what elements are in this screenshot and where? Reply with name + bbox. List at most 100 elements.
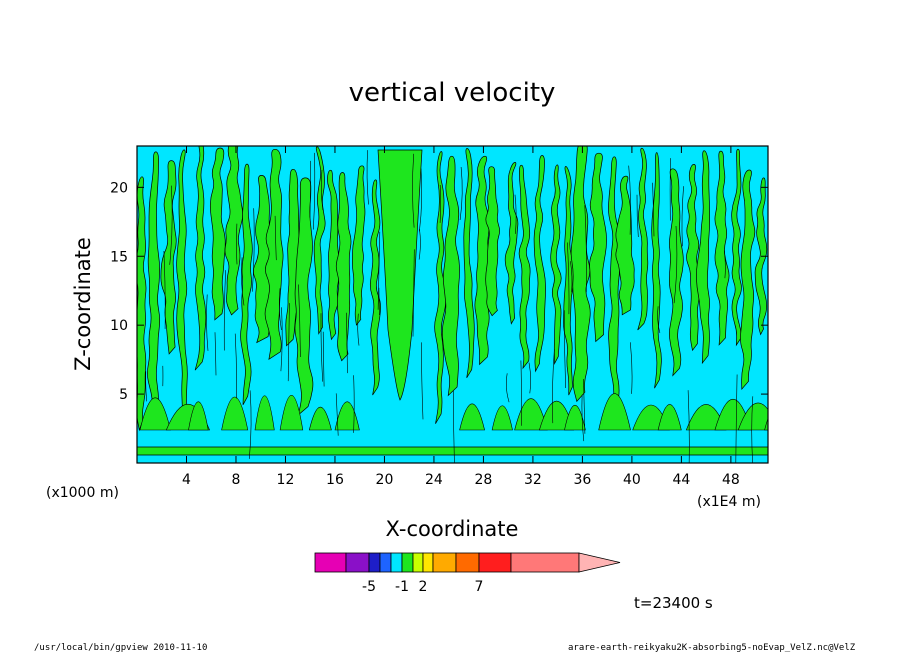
updraft-region [221,396,249,431]
contour-line [419,168,423,232]
y-tick-label: 5 [119,387,128,403]
colorbar-segment [422,552,434,573]
contour-line [681,186,684,247]
updraft-region [434,151,447,424]
contour-line [636,194,639,238]
contour-line [687,390,690,463]
contour-line [353,375,355,433]
colorbar-labels: -5 -1 2 7 [362,579,483,595]
updraft-region [137,446,768,456]
contour-line [657,306,661,334]
contour-line [505,373,510,403]
updraft-region [737,402,768,431]
contour-line [520,360,522,426]
updraft-region [504,162,519,325]
updraft-region [264,148,284,361]
contour-line [567,242,570,315]
contour-line [377,231,381,310]
contour-line [252,208,255,292]
contour-line [453,390,455,463]
y-axis-label: Z-coordinate [71,237,95,371]
y-tick-label: 20 [110,180,128,196]
contour-line [366,150,369,205]
y-unit-label: (x1000 m) [46,485,119,501]
contour-line [583,378,586,434]
x-tick-label: 8 [232,472,241,488]
contour-line [278,288,282,331]
contour-line [528,362,531,394]
contour-line [320,169,324,211]
contour-line [673,225,678,304]
contour-line [570,261,573,293]
updraft-region [147,151,161,413]
x-tick-label: 44 [672,472,690,488]
contour-line [287,303,290,382]
contour-line [236,223,238,265]
updraft-region [564,405,586,431]
contour-line [309,160,312,218]
colorbar-label: 2 [419,579,428,595]
contour-line [459,166,463,221]
updraft-region [598,393,631,431]
updraft-region [254,395,275,431]
updraft-region [463,148,475,378]
updraft-region [334,401,360,431]
contour-line [313,152,316,230]
updraft-region [209,147,226,321]
updraft-region [352,165,366,326]
updraft-region [294,177,314,416]
x-tick-label: 28 [475,472,493,488]
contour-line [418,228,421,260]
contour-line [274,215,277,261]
contour-line [322,331,325,387]
chart-title: vertical velocity [349,78,556,108]
contour-line [378,287,380,316]
contour-line [563,310,566,389]
updraft-region [335,172,352,362]
updraft-region [188,401,209,431]
updraft-region [696,150,710,365]
colorbar-label: -1 [395,579,409,595]
colorbar-segment [432,552,457,573]
colorbar-arrow [578,552,621,573]
colorbar-segment [379,552,392,573]
colorbar-segment [314,552,347,573]
updraft-region [441,155,460,397]
contour-line [145,371,147,402]
colorbar-segment [412,552,424,573]
contour-line [234,333,237,399]
x-unit-label: (x1E4 m) [697,494,761,510]
updraft-region [740,169,756,391]
colorbar-label: 7 [475,579,484,595]
colorbar-label: -5 [362,579,376,595]
updraft-region [550,164,562,365]
contour-line [751,396,754,463]
updraft-region [194,146,207,371]
updraft-region [459,403,485,431]
contour-line [280,307,283,372]
x-tick-label: 48 [722,472,740,488]
contour-line [206,294,209,351]
updraft-region [714,150,730,346]
contour-line [421,342,424,420]
contour-line [241,257,245,306]
contour-line [249,390,252,459]
updraft-region [224,146,244,316]
contour-line [214,332,217,376]
updraft-region [485,166,500,317]
x-axis-ticks: 4 8 12 16 20 24 28 32 36 40 44 48 [182,146,740,488]
updraft-region [589,152,607,343]
x-tick-label: 24 [425,472,443,488]
contour-line [514,194,517,234]
colorbar-segment [401,552,414,573]
contour-line [628,165,631,235]
contour-line [412,249,415,337]
colorbar-segment [390,552,403,573]
updraft-region [308,407,332,431]
updraft-region [637,147,649,331]
y-tick-label: 10 [110,318,128,334]
contour-line [552,349,555,424]
contour-line [581,394,585,442]
updraft-region [657,404,682,431]
